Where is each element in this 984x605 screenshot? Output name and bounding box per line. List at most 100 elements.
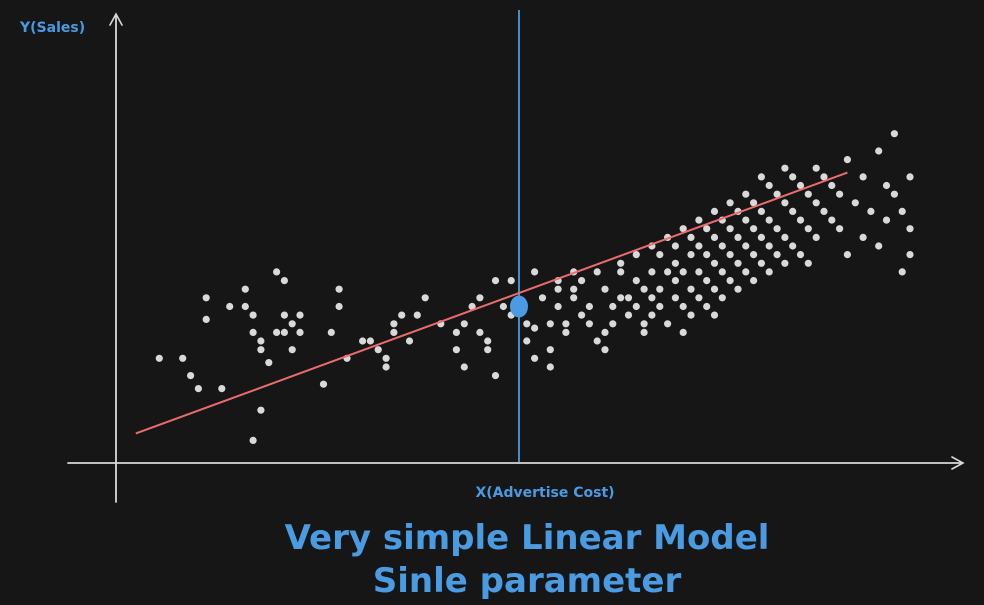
data-point [703, 302, 711, 311]
data-point [726, 277, 734, 285]
data-point [578, 277, 586, 285]
data-point [703, 251, 711, 259]
data-point [531, 324, 539, 332]
data-point [640, 285, 648, 293]
data-point [851, 199, 859, 207]
data-point [789, 173, 797, 181]
data-point [765, 216, 773, 224]
data-point [202, 294, 210, 302]
data-point [765, 181, 773, 190]
data-point [836, 225, 844, 233]
data-point [843, 251, 852, 259]
data-point [218, 385, 226, 393]
data-point [601, 285, 609, 293]
data-point [664, 268, 672, 276]
data-point [460, 320, 468, 328]
data-point [695, 216, 703, 224]
data-point [679, 268, 687, 276]
data-point [265, 359, 273, 367]
data-point [585, 320, 594, 328]
data-point [664, 320, 672, 328]
data-point [632, 277, 640, 285]
data-point [335, 302, 343, 311]
data-point [781, 259, 789, 267]
data-point [757, 233, 766, 241]
data-point [288, 346, 296, 354]
data-point [804, 259, 812, 267]
data-point [906, 251, 914, 259]
data-point [179, 354, 187, 362]
data-point [875, 242, 883, 250]
data-point [562, 328, 570, 336]
data-point [890, 190, 899, 198]
data-point [687, 311, 695, 319]
data-point [742, 268, 750, 276]
data-point [734, 233, 742, 241]
data-point [570, 285, 578, 293]
data-point [413, 311, 421, 319]
data-point [484, 346, 492, 354]
data-point [695, 268, 703, 276]
data-point [656, 302, 664, 311]
data-point [484, 337, 492, 345]
data-point [726, 199, 734, 207]
data-point [570, 294, 578, 302]
data-point [554, 302, 562, 311]
data-point [781, 164, 789, 172]
data-point [257, 406, 265, 414]
data-point [679, 302, 687, 311]
data-point [718, 294, 726, 302]
data-point [648, 311, 656, 319]
data-point [476, 328, 484, 336]
data-point [273, 328, 281, 336]
data-point [405, 337, 414, 345]
data-point [585, 302, 594, 311]
data-point [695, 294, 703, 302]
data-point [531, 268, 539, 276]
data-point [296, 328, 304, 336]
data-point [632, 302, 640, 311]
data-point [773, 225, 781, 233]
data-point [710, 259, 719, 267]
data-point [773, 190, 781, 198]
data-point [812, 164, 820, 172]
title-line-1: Very simple Linear Model [285, 518, 770, 558]
y-axis-label: Y(Sales) [19, 20, 85, 36]
data-point [476, 294, 484, 302]
data-point [546, 320, 554, 328]
data-point [898, 207, 906, 215]
data-point [624, 294, 633, 302]
data-point [734, 285, 742, 293]
data-point [187, 372, 195, 380]
regression-line [135, 171, 848, 435]
data-point [593, 337, 601, 345]
data-point [671, 277, 680, 285]
data-point [789, 242, 797, 250]
data-point [828, 181, 836, 190]
data-point [562, 320, 570, 328]
data-point [648, 294, 656, 302]
data-point [609, 302, 617, 311]
data-point [374, 346, 382, 354]
data-point [906, 173, 914, 181]
data-point [843, 156, 852, 164]
data-point [468, 302, 476, 311]
x-axis-label: X(Advertise Cost) [475, 485, 614, 501]
data-point [546, 363, 554, 371]
data-point [726, 225, 734, 233]
data-point [890, 130, 899, 138]
data-point [812, 233, 820, 241]
data-point [804, 225, 812, 233]
data-point [327, 328, 335, 336]
data-point [578, 311, 586, 319]
data-point [601, 346, 609, 354]
data-point [867, 207, 875, 215]
data-point [460, 363, 468, 371]
data-point [757, 207, 766, 215]
data-point [202, 315, 210, 323]
data-point [742, 216, 750, 224]
data-point [750, 225, 758, 233]
data-point [648, 268, 656, 276]
data-point [554, 285, 562, 293]
data-point [656, 285, 664, 293]
